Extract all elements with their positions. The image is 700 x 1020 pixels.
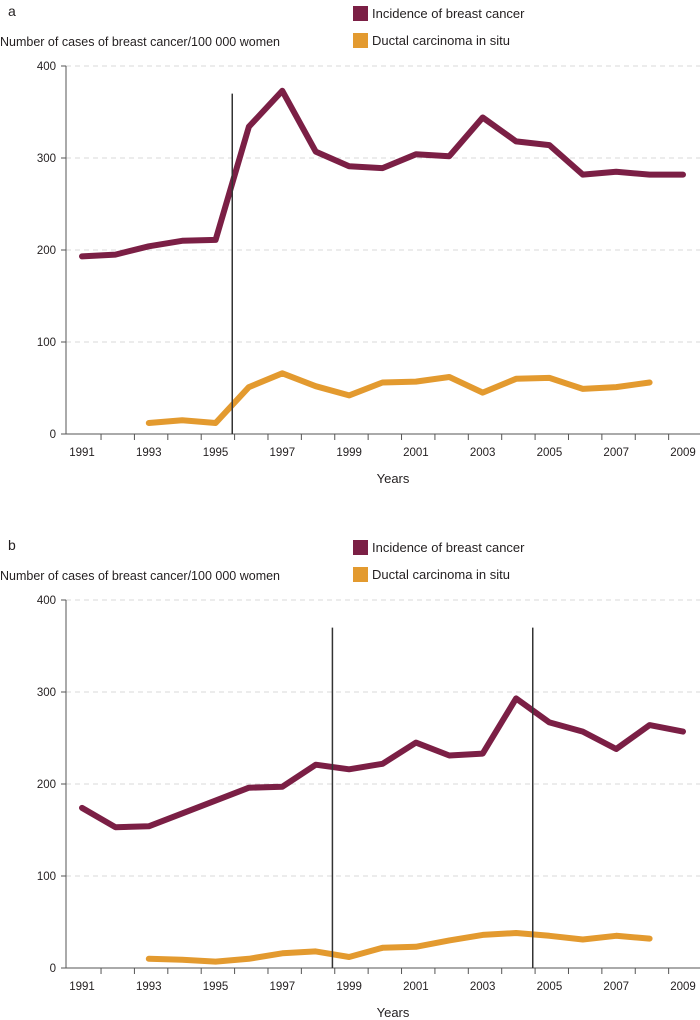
series-line (145, 370, 653, 426)
x-tick-label: 1995 (203, 447, 229, 459)
x-tick-label: 2005 (537, 447, 563, 459)
x-axis-title: Years (377, 1005, 410, 1020)
legend-label: Incidence of breast cancer (372, 6, 525, 21)
x-tick-label: 2001 (403, 981, 429, 993)
y-axis-title: Number of cases of breast cancer/100 000… (0, 569, 280, 583)
x-tick-label: 2009 (670, 447, 696, 459)
panel-label: b (8, 537, 16, 553)
x-tick-label: 2005 (537, 981, 563, 993)
legend-swatch (353, 6, 368, 21)
chart-panel-a: a Number of cases of breast cancer/100 00… (0, 3, 700, 486)
legend-label: Ductal carcinoma in situ (372, 33, 510, 48)
legend-label: Incidence of breast cancer (372, 540, 525, 555)
x-tick-label: 2003 (470, 447, 496, 459)
x-tick-label: 1997 (270, 981, 296, 993)
series-line (145, 930, 653, 965)
x-tick-label: 2009 (670, 981, 696, 993)
x-tick-label: 1999 (336, 981, 362, 993)
y-tick-label: 0 (50, 429, 56, 441)
y-axis-title: Number of cases of breast cancer/100 000… (0, 35, 280, 49)
x-tick-label: 1991 (69, 447, 95, 459)
x-tick-label: 1997 (270, 447, 296, 459)
y-tick-label: 400 (37, 61, 56, 73)
x-tick-label: 2007 (603, 981, 629, 993)
y-tick-label: 300 (37, 153, 56, 165)
y-tick-label: 200 (37, 779, 56, 791)
series-line (79, 695, 686, 831)
x-tick-label: 2001 (403, 447, 429, 459)
x-axis-title: Years (377, 471, 410, 486)
panel-label: a (8, 3, 16, 19)
x-tick-label: 1995 (203, 981, 229, 993)
y-tick-label: 200 (37, 245, 56, 257)
legend-swatch (353, 540, 368, 555)
x-tick-label: 1993 (136, 447, 162, 459)
series-line (79, 87, 686, 260)
y-tick-label: 300 (37, 687, 56, 699)
x-tick-label: 1991 (69, 981, 95, 993)
legend-label: Ductal carcinoma in situ (372, 567, 510, 582)
legend-swatch (353, 567, 368, 582)
x-tick-label: 1999 (336, 447, 362, 459)
y-tick-label: 400 (37, 595, 56, 607)
x-tick-label: 2003 (470, 981, 496, 993)
x-tick-label: 1993 (136, 981, 162, 993)
legend-swatch (353, 33, 368, 48)
y-tick-label: 0 (50, 963, 56, 975)
y-tick-label: 100 (37, 871, 56, 883)
x-tick-label: 2007 (603, 447, 629, 459)
chart-panel-b: b Number of cases of breast cancer/100 00… (0, 537, 700, 1020)
y-tick-label: 100 (37, 337, 56, 349)
